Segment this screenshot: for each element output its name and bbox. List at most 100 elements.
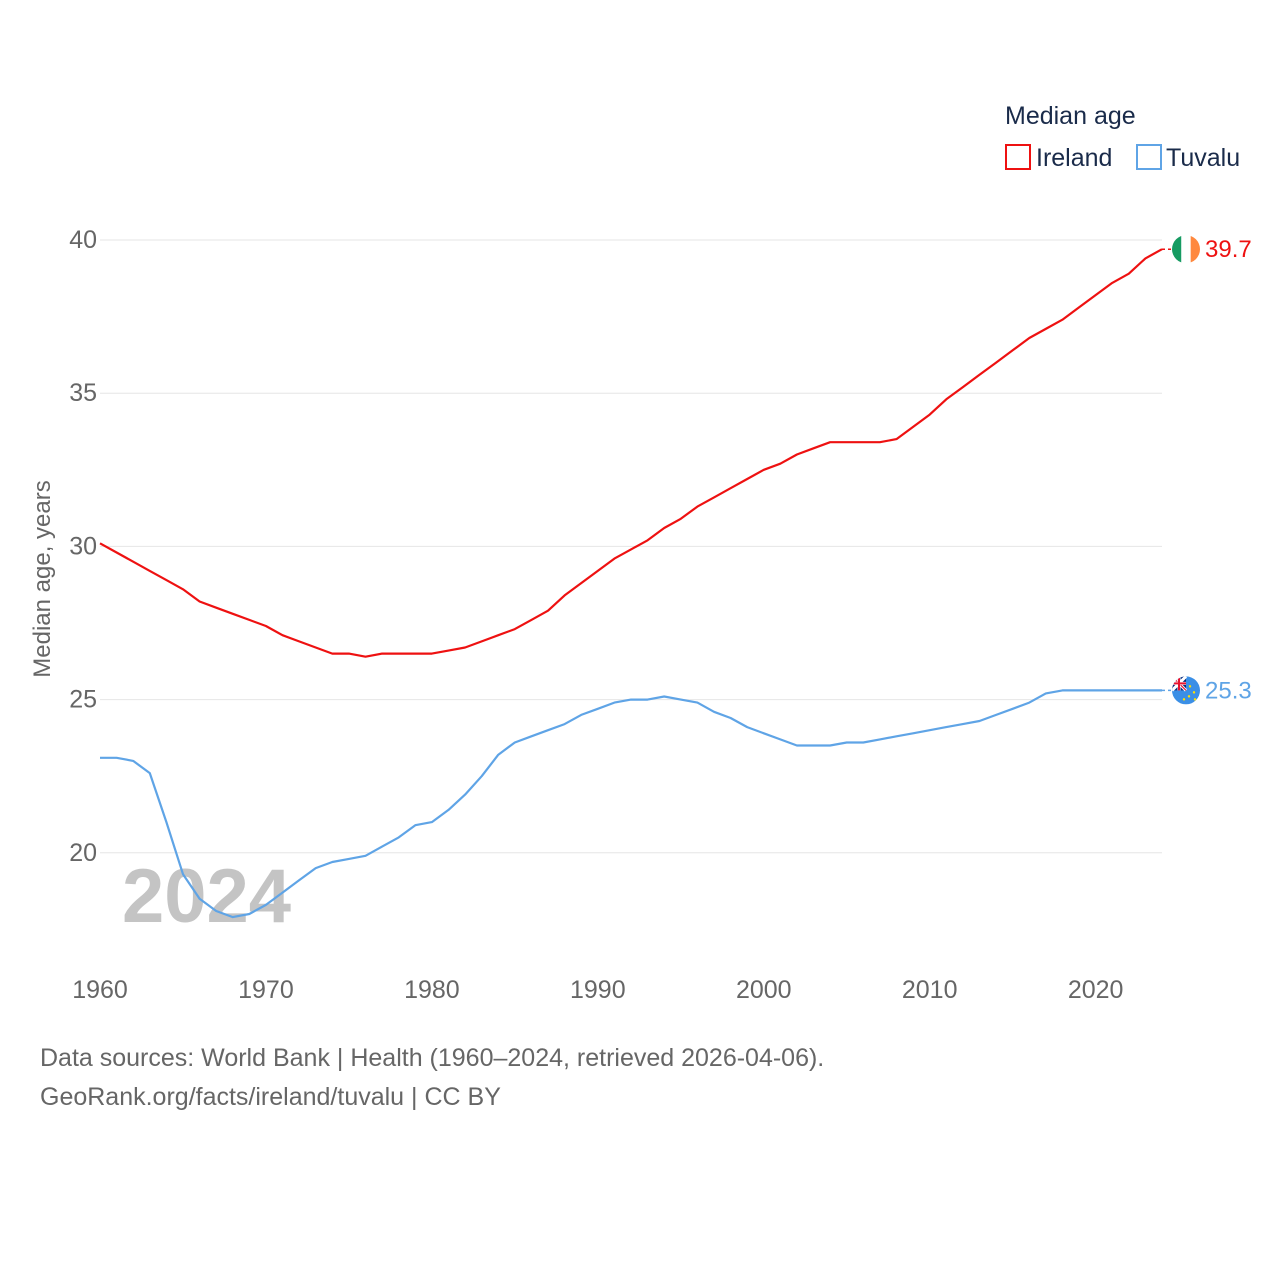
legend-item-tuvalu[interactable]: Tuvalu [1136,144,1240,172]
data-point-ireland-1995[interactable] [678,516,684,522]
series-line-ireland[interactable] [99,248,1163,658]
data-point-tuvalu-2002[interactable] [794,743,800,749]
data-point-tuvalu-1963[interactable] [147,770,153,776]
data-point-tuvalu-2015[interactable] [1010,706,1016,712]
data-point-tuvalu-1993[interactable] [645,697,651,703]
data-point-tuvalu-1995[interactable] [678,697,684,703]
data-point-tuvalu-2019[interactable] [1076,687,1082,693]
data-point-tuvalu-1988[interactable] [562,721,568,727]
data-point-ireland-1984[interactable] [495,632,501,638]
data-point-tuvalu-2013[interactable] [977,718,983,724]
data-point-tuvalu-2014[interactable] [993,712,999,718]
data-point-ireland-2010[interactable] [927,412,933,418]
data-point-tuvalu-1965[interactable] [180,871,186,877]
data-point-ireland-1981[interactable] [446,648,452,654]
data-point-ireland-1997[interactable] [711,494,717,500]
data-point-ireland-2017[interactable] [1043,326,1049,332]
data-point-ireland-1976[interactable] [363,654,369,660]
data-point-tuvalu-1968[interactable] [230,914,236,920]
data-point-tuvalu-2001[interactable] [777,736,783,742]
data-point-tuvalu-1981[interactable] [446,807,452,813]
data-point-ireland-2003[interactable] [811,445,817,451]
data-point-ireland-1999[interactable] [744,476,750,482]
data-point-ireland-1973[interactable] [313,645,319,651]
data-point-tuvalu-1969[interactable] [246,911,252,917]
data-point-ireland-2018[interactable] [1059,317,1065,323]
data-point-tuvalu-2003[interactable] [811,743,817,749]
data-point-ireland-1977[interactable] [379,651,385,657]
data-point-tuvalu-1977[interactable] [379,844,385,850]
data-point-tuvalu-2022[interactable] [1126,687,1132,693]
data-point-ireland-1970[interactable] [263,623,269,629]
data-point-tuvalu-1966[interactable] [197,896,203,902]
data-point-tuvalu-2011[interactable] [943,724,949,730]
data-point-ireland-2005[interactable] [844,439,850,445]
data-point-ireland-1980[interactable] [429,651,435,657]
data-point-ireland-1996[interactable] [694,504,700,510]
data-point-ireland-2020[interactable] [1093,292,1099,298]
data-point-ireland-2019[interactable] [1076,304,1082,310]
data-point-tuvalu-1979[interactable] [412,822,418,828]
data-point-ireland-1993[interactable] [645,537,651,543]
data-point-tuvalu-2021[interactable] [1109,687,1115,693]
data-point-ireland-2023[interactable] [1142,255,1148,261]
data-point-ireland-1990[interactable] [595,568,601,574]
data-point-tuvalu-1985[interactable] [512,740,518,746]
data-point-tuvalu-1990[interactable] [595,706,601,712]
data-point-ireland-1975[interactable] [346,651,352,657]
data-point-tuvalu-1961[interactable] [114,755,120,761]
data-point-ireland-1983[interactable] [479,638,485,644]
data-point-ireland-1974[interactable] [329,651,335,657]
data-point-ireland-2002[interactable] [794,452,800,458]
data-point-ireland-2007[interactable] [877,439,883,445]
data-point-tuvalu-1967[interactable] [213,908,219,914]
data-point-ireland-1962[interactable] [130,559,136,565]
data-point-ireland-2001[interactable] [777,461,783,467]
data-point-tuvalu-1999[interactable] [744,724,750,730]
data-point-tuvalu-1994[interactable] [661,694,667,700]
data-point-tuvalu-2012[interactable] [960,721,966,727]
data-point-tuvalu-2016[interactable] [1026,700,1032,706]
data-point-ireland-1971[interactable] [280,632,286,638]
data-point-ireland-1991[interactable] [611,556,617,562]
attribution-link[interactable]: GeoRank.org/facts/ireland/tuvalu | CC BY [40,1083,501,1111]
data-point-ireland-2006[interactable] [860,439,866,445]
data-point-tuvalu-1962[interactable] [130,758,136,764]
data-point-tuvalu-1971[interactable] [280,890,286,896]
data-point-ireland-1964[interactable] [163,577,169,583]
data-point-tuvalu-2020[interactable] [1093,687,1099,693]
data-point-ireland-2012[interactable] [960,384,966,390]
data-point-ireland-1965[interactable] [180,586,186,592]
data-point-ireland-2016[interactable] [1026,335,1032,341]
data-point-ireland-2008[interactable] [894,436,900,442]
data-point-tuvalu-1983[interactable] [479,773,485,779]
data-point-ireland-2014[interactable] [993,360,999,366]
data-point-ireland-1967[interactable] [213,605,219,611]
data-point-ireland-2004[interactable] [827,439,833,445]
data-point-tuvalu-1978[interactable] [396,834,402,840]
data-point-tuvalu-2009[interactable] [910,730,916,736]
data-point-tuvalu-2018[interactable] [1059,687,1065,693]
data-point-ireland-1960[interactable] [97,540,103,546]
data-point-ireland-1986[interactable] [528,617,534,623]
data-point-ireland-2009[interactable] [910,424,916,430]
data-point-tuvalu-1960[interactable] [97,755,103,761]
data-point-tuvalu-1997[interactable] [711,709,717,715]
data-point-tuvalu-1989[interactable] [578,712,584,718]
data-point-ireland-2011[interactable] [943,396,949,402]
data-point-ireland-1972[interactable] [296,638,302,644]
data-point-ireland-2013[interactable] [977,372,983,378]
data-point-ireland-1966[interactable] [197,599,203,605]
data-point-tuvalu-1986[interactable] [528,733,534,739]
data-point-ireland-1998[interactable] [728,485,734,491]
data-point-tuvalu-2017[interactable] [1043,690,1049,696]
data-point-tuvalu-1975[interactable] [346,856,352,862]
data-point-ireland-2015[interactable] [1010,347,1016,353]
data-point-tuvalu-1996[interactable] [694,700,700,706]
data-point-ireland-1985[interactable] [512,626,518,632]
data-point-ireland-1987[interactable] [545,608,551,614]
data-point-ireland-1978[interactable] [396,651,402,657]
data-point-tuvalu-1974[interactable] [329,859,335,865]
data-point-ireland-2021[interactable] [1109,280,1115,286]
data-point-ireland-1994[interactable] [661,525,667,531]
